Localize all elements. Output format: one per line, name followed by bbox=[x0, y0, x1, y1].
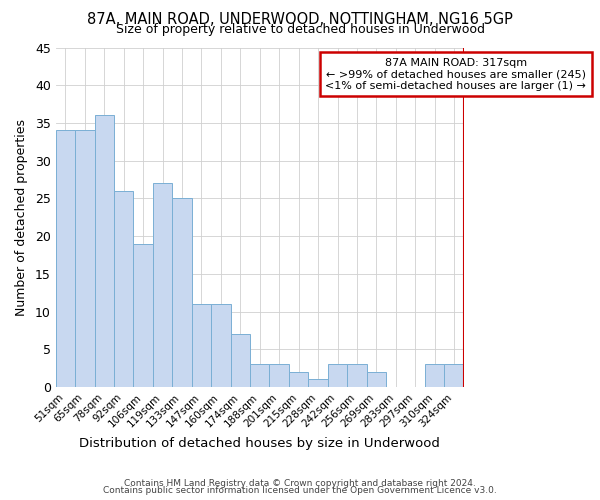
Bar bbox=[308, 380, 328, 387]
Bar bbox=[367, 372, 386, 387]
Text: Contains HM Land Registry data © Crown copyright and database right 2024.: Contains HM Land Registry data © Crown c… bbox=[124, 478, 476, 488]
Text: 87A, MAIN ROAD, UNDERWOOD, NOTTINGHAM, NG16 5GP: 87A, MAIN ROAD, UNDERWOOD, NOTTINGHAM, N… bbox=[87, 12, 513, 28]
Bar bbox=[211, 304, 230, 387]
Bar bbox=[153, 184, 172, 387]
Bar bbox=[445, 364, 464, 387]
Bar bbox=[328, 364, 347, 387]
Bar bbox=[56, 130, 75, 387]
Bar bbox=[347, 364, 367, 387]
Bar bbox=[75, 130, 95, 387]
Bar bbox=[95, 116, 114, 387]
Bar bbox=[133, 244, 153, 387]
X-axis label: Distribution of detached houses by size in Underwood: Distribution of detached houses by size … bbox=[79, 437, 440, 450]
Text: 87A MAIN ROAD: 317sqm
← >99% of detached houses are smaller (245)
<1% of semi-de: 87A MAIN ROAD: 317sqm ← >99% of detached… bbox=[325, 58, 586, 91]
Y-axis label: Number of detached properties: Number of detached properties bbox=[15, 118, 28, 316]
Bar bbox=[425, 364, 445, 387]
Bar bbox=[192, 304, 211, 387]
Bar bbox=[269, 364, 289, 387]
Bar bbox=[230, 334, 250, 387]
Bar bbox=[289, 372, 308, 387]
Text: Contains public sector information licensed under the Open Government Licence v3: Contains public sector information licen… bbox=[103, 486, 497, 495]
Text: Size of property relative to detached houses in Underwood: Size of property relative to detached ho… bbox=[115, 24, 485, 36]
Bar bbox=[114, 191, 133, 387]
Bar bbox=[250, 364, 269, 387]
Bar bbox=[172, 198, 192, 387]
